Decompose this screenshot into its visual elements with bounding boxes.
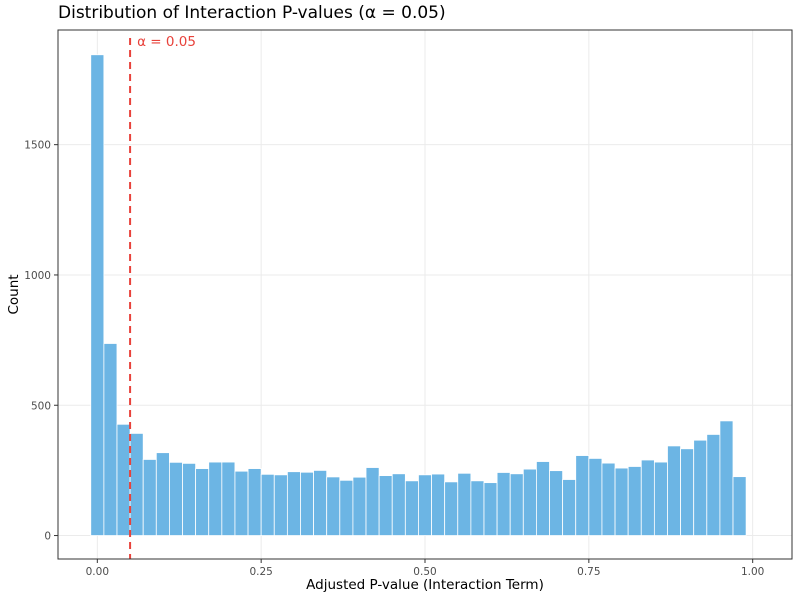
histogram-bar: [732, 476, 747, 536]
x-axis-ticks: 0.00 0.25 0.50 0.75 1.00: [86, 559, 764, 578]
histogram-bar: [182, 462, 197, 536]
histogram-bar: [431, 473, 446, 536]
histogram-bar: [313, 469, 328, 536]
histogram-bar: [300, 471, 314, 536]
histogram-bar: [339, 479, 354, 536]
histogram-bar: [169, 461, 183, 536]
histogram-bar: [155, 452, 170, 536]
y-tick-label: 500: [31, 400, 51, 412]
histogram-bar: [444, 481, 459, 536]
histogram-bar: [208, 461, 223, 536]
x-tick-label: 1.00: [741, 566, 764, 578]
histogram-bar: [719, 420, 734, 536]
histogram-bar: [221, 461, 236, 536]
histogram-bar: [404, 480, 419, 536]
histogram-bar: [667, 445, 681, 536]
histogram-bar: [496, 472, 511, 536]
histogram-bar: [142, 459, 157, 536]
x-tick-label: 0.75: [577, 566, 600, 578]
reference-line-group: α = 0.05: [129, 34, 196, 559]
histogram-bar: [247, 468, 262, 536]
histogram-bar: [562, 479, 577, 536]
histogram-bar: [260, 473, 275, 536]
histogram-bar: [614, 467, 629, 536]
y-tick-label: 1000: [24, 270, 51, 282]
histogram-bar: [588, 458, 603, 536]
histogram-bar: [693, 439, 708, 536]
histogram-bar: [549, 470, 564, 536]
histogram-bar: [116, 423, 131, 536]
histogram-bar: [365, 467, 380, 536]
x-tick-label: 0.00: [86, 566, 109, 578]
histogram-bar: [575, 455, 590, 536]
histogram-bar: [706, 434, 721, 536]
histogram-bar: [457, 472, 472, 536]
histogram-bar: [653, 461, 668, 536]
histogram-bar: [640, 459, 655, 536]
histogram-bar: [509, 473, 524, 536]
x-tick-label: 0.50: [413, 566, 436, 578]
alpha-threshold-label: α = 0.05: [137, 34, 196, 50]
histogram-bar: [378, 475, 393, 536]
histogram-bar: [680, 448, 695, 536]
y-axis-title: Count: [6, 274, 22, 314]
histogram-bar: [286, 471, 301, 536]
histogram-bar: [601, 462, 616, 536]
y-tick-label: 1500: [24, 140, 51, 152]
histogram-bar: [352, 476, 367, 536]
chart-title: Distribution of Interaction P-values (α …: [58, 3, 446, 23]
histogram-bar: [522, 468, 537, 536]
y-tick-label: 0: [44, 531, 51, 543]
histogram-bar: [536, 461, 550, 536]
x-tick-label: 0.25: [249, 566, 272, 578]
histogram-bar: [195, 468, 210, 536]
x-axis-title: Adjusted P-value (Interaction Term): [306, 577, 544, 593]
histogram-bar: [273, 474, 288, 536]
histogram-bar: [326, 476, 341, 536]
histogram-bar: [90, 54, 105, 536]
histogram-bar: [483, 482, 498, 536]
y-axis-ticks: 0 500 1000 1500: [24, 140, 58, 543]
histogram-bars: [90, 54, 747, 536]
histogram-bar: [391, 473, 406, 536]
histogram-bar: [470, 480, 485, 536]
histogram-bar: [418, 474, 432, 536]
histogram-bar: [103, 343, 118, 536]
histogram-bar: [129, 432, 144, 536]
histogram-bar: [234, 470, 249, 536]
histogram-bar: [627, 466, 642, 536]
